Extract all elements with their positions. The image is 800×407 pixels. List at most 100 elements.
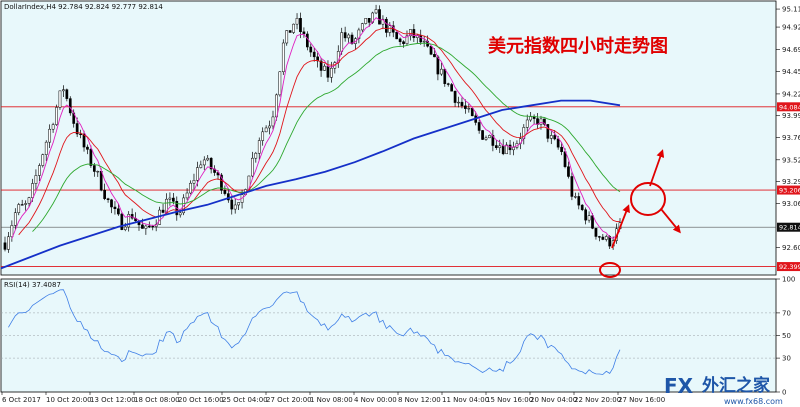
candle — [395, 31, 399, 40]
candle — [453, 90, 457, 107]
candle — [62, 85, 65, 97]
candle — [3, 236, 7, 252]
time-tick: 11 Nov 04:00 — [442, 396, 489, 404]
candle — [281, 39, 285, 75]
price-tag: 94.084 — [777, 102, 800, 112]
time-tick: 20 Nov 04:00 — [530, 396, 577, 404]
candle — [450, 83, 453, 92]
time-tick: 15 Nov 16:00 — [486, 396, 533, 404]
target-circle — [630, 182, 666, 216]
price-tag: 92.399 — [777, 262, 800, 272]
candle — [103, 183, 106, 201]
candle — [120, 212, 124, 231]
watermark-logo: FX 外汇之家 www.fx68.com — [664, 374, 783, 406]
ma-red-line — [18, 27, 621, 236]
candle — [189, 180, 192, 195]
candle — [481, 130, 484, 141]
candle — [309, 43, 313, 57]
time-tick: 25 Oct 04:00 — [222, 396, 268, 404]
price-tick: 93.760 — [782, 134, 800, 142]
candle — [106, 197, 110, 203]
time-tick: 10 Oct 20:00 — [46, 396, 92, 404]
candle — [439, 62, 443, 76]
candle — [79, 129, 82, 139]
price-tag: 93.206 — [777, 185, 800, 195]
time-tick: 1 Nov 08:00 — [310, 396, 353, 404]
candle — [75, 117, 79, 138]
candle — [44, 140, 48, 161]
candle — [237, 202, 240, 211]
rsi-tick: 70 — [782, 309, 791, 317]
candle — [285, 29, 289, 46]
main-plot-area[interactable] — [0, 0, 777, 276]
candle — [24, 200, 27, 211]
candle — [594, 227, 598, 240]
price-tick: 93.065 — [782, 200, 800, 208]
candle — [257, 137, 261, 160]
candle — [422, 35, 426, 47]
candle — [505, 142, 508, 155]
price-tick: 94.455 — [782, 68, 800, 76]
time-tick: 22 Nov 20:00 — [574, 396, 621, 404]
candle — [295, 13, 299, 30]
candles — [3, 4, 622, 253]
price-tag: 92.814 — [777, 222, 800, 232]
rsi-line — [8, 289, 621, 375]
candle — [268, 120, 271, 135]
candle — [360, 22, 364, 33]
candle — [385, 16, 388, 38]
candle — [604, 234, 608, 242]
low-circle — [599, 262, 621, 278]
candle — [38, 163, 41, 182]
candle — [178, 211, 182, 218]
price-tick: 93.295 — [782, 178, 800, 186]
candle — [278, 71, 282, 97]
candle — [323, 63, 326, 71]
candle — [233, 198, 237, 214]
candle — [374, 4, 378, 15]
ma-green-line — [32, 42, 621, 232]
svg-text:94.084: 94.084 — [779, 103, 800, 111]
candle — [587, 211, 591, 223]
svg-text:92.399: 92.399 — [779, 263, 800, 271]
candle — [525, 114, 529, 133]
candle — [457, 96, 460, 108]
candle — [144, 224, 148, 235]
candle — [202, 156, 206, 171]
candle — [117, 203, 120, 216]
candle — [398, 37, 402, 46]
price-tick: 93.525 — [782, 156, 800, 164]
candle — [251, 151, 254, 178]
candle — [192, 173, 196, 190]
candle — [271, 110, 275, 130]
svg-text:93.206: 93.206 — [779, 187, 800, 195]
candle — [464, 99, 467, 114]
price-tick: 94.925 — [782, 24, 800, 32]
candle — [110, 198, 113, 214]
ma-blue-line — [0, 99, 621, 270]
candle — [357, 27, 361, 44]
candle — [13, 208, 17, 230]
arrow-up-out — [649, 149, 665, 187]
candle — [299, 12, 302, 39]
rsi-tick: 0 — [782, 389, 786, 397]
annotations — [599, 149, 681, 278]
candle — [199, 160, 203, 169]
price-tick: 92.600 — [782, 244, 800, 252]
arrow-down-out — [660, 208, 681, 234]
chart-title: 美元指数四小时走势图 — [488, 35, 668, 57]
candle — [223, 185, 227, 196]
candle — [34, 169, 38, 190]
candle — [113, 201, 117, 215]
candle — [292, 23, 295, 35]
candle — [41, 153, 45, 168]
candle — [161, 203, 165, 214]
candle — [65, 88, 69, 102]
candle — [288, 30, 292, 33]
price-tick: 94.690 — [782, 46, 800, 54]
candle — [584, 207, 587, 225]
candle — [470, 107, 474, 117]
price-tick: 94.220 — [782, 90, 800, 98]
watermark-fx: FX — [664, 374, 694, 398]
